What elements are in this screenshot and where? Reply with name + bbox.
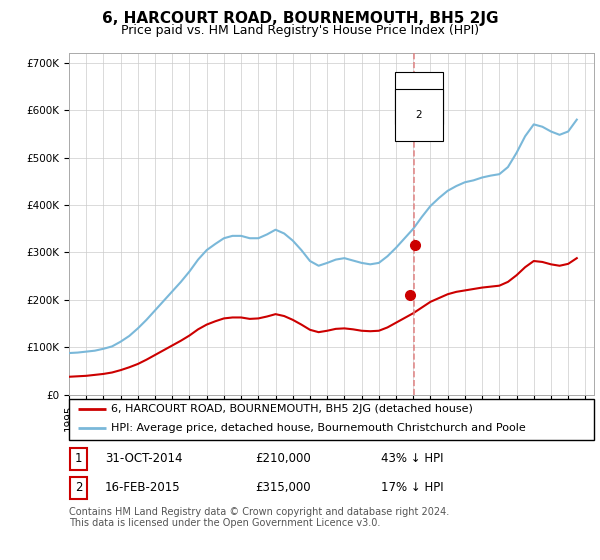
FancyBboxPatch shape [69,399,594,440]
Text: 43% ↓ HPI: 43% ↓ HPI [381,452,443,465]
Text: 1: 1 [75,452,82,465]
Text: Contains HM Land Registry data © Crown copyright and database right 2024.
This d: Contains HM Land Registry data © Crown c… [69,507,449,529]
Text: 1: 1 [415,94,422,103]
Text: Price paid vs. HM Land Registry's House Price Index (HPI): Price paid vs. HM Land Registry's House … [121,24,479,36]
Text: 6, HARCOURT ROAD, BOURNEMOUTH, BH5 2JG (detached house): 6, HARCOURT ROAD, BOURNEMOUTH, BH5 2JG (… [111,404,473,414]
Text: 1: 1 [415,94,422,103]
Text: 2: 2 [75,481,82,494]
Text: 17% ↓ HPI: 17% ↓ HPI [381,481,443,494]
Text: £210,000: £210,000 [255,452,311,465]
FancyBboxPatch shape [70,477,87,499]
Text: 31-OCT-2014: 31-OCT-2014 [105,452,182,465]
Text: 2: 2 [415,110,422,120]
FancyBboxPatch shape [70,447,87,470]
Text: £315,000: £315,000 [255,481,311,494]
Text: 16-FEB-2015: 16-FEB-2015 [105,481,181,494]
Text: 6, HARCOURT ROAD, BOURNEMOUTH, BH5 2JG: 6, HARCOURT ROAD, BOURNEMOUTH, BH5 2JG [102,11,498,26]
Text: 2: 2 [415,110,422,120]
Text: HPI: Average price, detached house, Bournemouth Christchurch and Poole: HPI: Average price, detached house, Bour… [111,423,526,433]
